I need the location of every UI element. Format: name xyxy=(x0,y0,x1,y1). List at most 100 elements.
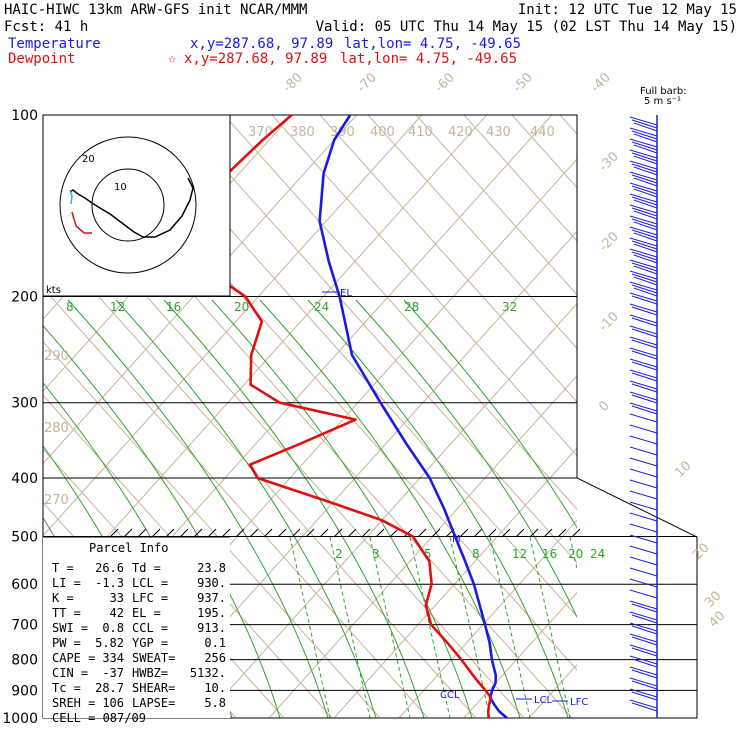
freezing-hatch xyxy=(501,528,511,538)
mixing-ratio-line xyxy=(369,536,411,718)
wind-barb xyxy=(631,163,658,173)
freezing-hatch xyxy=(151,528,161,538)
parcel-row-right-value: 937. xyxy=(197,591,226,605)
freezing-hatch xyxy=(333,528,343,538)
level-labels: EL M CCL LCL LFC xyxy=(322,288,588,708)
wind-barb xyxy=(633,265,658,275)
dry-adiabat-line xyxy=(319,115,577,403)
parcel-cell: CELL = 087/09 xyxy=(52,711,146,725)
parcel-row-left-label: CAPE = xyxy=(52,651,95,665)
wind-barb xyxy=(633,276,658,286)
wind-barb xyxy=(631,229,658,239)
freezing-hatch xyxy=(557,528,567,538)
wind-barb xyxy=(631,669,658,679)
dry-adiabat-line xyxy=(463,115,577,242)
isotherm-line xyxy=(43,115,488,609)
parcel-row-right-label: EL = xyxy=(132,606,161,620)
wind-barb xyxy=(629,512,658,522)
wind-barb xyxy=(631,273,658,283)
dry-adiabat-line xyxy=(367,115,577,350)
moist-adiabat-line xyxy=(403,299,577,529)
parcel-row-left-value: 28.7 xyxy=(95,681,124,695)
temperature-xy: x,y=287.68, 97.89 xyxy=(190,36,333,52)
freezing-hatch xyxy=(543,528,553,538)
hodograph-ring-label-10: 10 xyxy=(114,182,127,193)
wind-barb xyxy=(631,328,658,338)
isotherm-tick-label: 20 xyxy=(690,541,712,563)
level-label-m: M xyxy=(452,534,461,545)
parcel-row-left-label: CIN = xyxy=(52,666,88,680)
wind-barb xyxy=(631,339,658,349)
parcel-row-left-label: PW = xyxy=(52,636,81,650)
wind-barb xyxy=(633,287,658,297)
pressure-tick-label: 300 xyxy=(11,396,38,412)
wind-barb xyxy=(631,174,658,184)
hodograph-frame xyxy=(42,114,231,297)
freezing-hatch xyxy=(473,528,483,538)
isotherm-line xyxy=(724,115,740,718)
wind-barb xyxy=(633,144,658,154)
hodograph-low-segment xyxy=(69,189,73,205)
temperature-latlon: lat,lon= 4.75, -49.65 xyxy=(344,36,521,52)
temperature-legend-label: Temperature xyxy=(8,36,101,52)
mixing-ratio-tick-label: 5 xyxy=(424,547,432,561)
parcel-row-right-value: 913. xyxy=(197,621,226,635)
wind-barb xyxy=(629,578,658,588)
parcel-row-left-value: 5.82 xyxy=(95,636,124,650)
isotherm-line xyxy=(659,115,740,718)
wind-barb xyxy=(629,545,658,555)
wind-barb xyxy=(631,647,658,657)
wind-barb xyxy=(631,218,658,228)
wind-barb xyxy=(629,292,658,302)
parcel-row-left-value: 106 xyxy=(102,696,124,710)
parcel-row-right-label: LCL = xyxy=(132,576,168,590)
moist-adiabat-line xyxy=(307,299,569,718)
wind-barb xyxy=(631,240,658,250)
wind-barb xyxy=(629,622,658,632)
isotherm-line xyxy=(463,591,577,718)
freezing-hatch xyxy=(431,528,441,538)
freezing-hatch xyxy=(375,528,385,538)
mixing-ratio-tick-label: 24 xyxy=(590,547,605,561)
dry-adiabat-line xyxy=(511,115,577,189)
wind-barb xyxy=(631,251,658,261)
theta-tick-label: 270 xyxy=(44,493,69,508)
wind-barb xyxy=(633,254,658,264)
freezing-hatch xyxy=(515,528,525,538)
parcel-row-right-label: Td = xyxy=(132,561,161,575)
freezing-hatch xyxy=(109,528,119,538)
mixing-ratio-tick-label: 2 xyxy=(335,547,343,561)
mixing-ratio-line xyxy=(329,536,371,718)
hodograph: 10 20 kts xyxy=(42,114,231,297)
wind-barb xyxy=(629,116,658,126)
wind-barb xyxy=(629,688,658,698)
pressure-tick-label: 200 xyxy=(11,290,38,306)
pressure-tick-label: 600 xyxy=(11,577,38,593)
wind-barb xyxy=(629,391,658,401)
parcel-row-left-label: SWI = xyxy=(52,621,88,635)
mixing-ratio-tick-label: 8 xyxy=(472,547,480,561)
isotherm-line xyxy=(398,519,577,718)
wind-barb xyxy=(631,306,658,316)
mixing-ratio-tick-label: 8 xyxy=(66,300,74,314)
hodograph-mid-segment xyxy=(71,211,92,234)
dewpoint-legend-label: Dewpoint xyxy=(8,51,75,67)
parcel-info-title: Parcel Info xyxy=(89,541,168,555)
wind-barb xyxy=(629,325,658,335)
mixing-ratio-line xyxy=(409,536,451,718)
pressure-tick-label: 700 xyxy=(11,618,38,634)
wind-barb xyxy=(629,611,658,621)
freezing-hatch xyxy=(179,528,189,538)
mixing-ratio-tick-label: 16 xyxy=(166,300,181,314)
dry-adiabat-line xyxy=(43,287,429,718)
wind-barb xyxy=(629,226,658,236)
dry-adiabat-line xyxy=(175,115,577,564)
wind-barb xyxy=(631,295,658,305)
dry-adiabat-line xyxy=(271,115,577,457)
freezing-hatch xyxy=(417,528,427,538)
parcel-row-left-value: -1.3 xyxy=(95,576,124,590)
theta-tick-label: 430 xyxy=(486,125,511,140)
theta-tick-label: 380 xyxy=(290,125,315,140)
mixing-ratio-tick-label: 28 xyxy=(404,300,419,314)
